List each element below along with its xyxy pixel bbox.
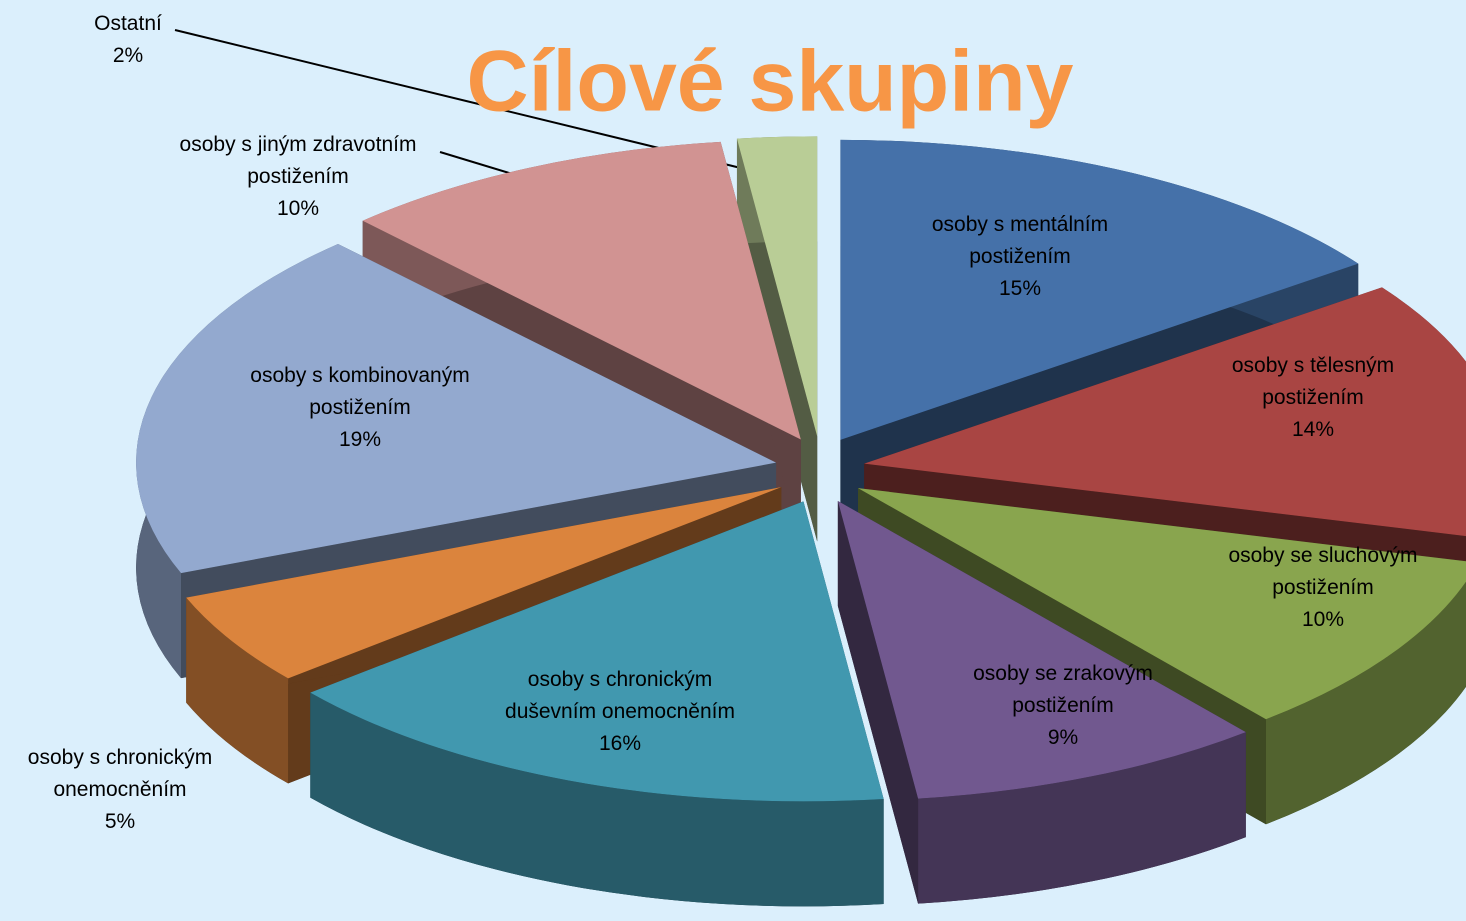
category-name: osoby s kombinovaným postižením	[250, 364, 470, 419]
slice-radial-side	[837, 500, 919, 904]
slice-outer-side	[918, 732, 1246, 904]
slice-label: osoby s tělesným postižením 14%	[1213, 350, 1413, 446]
slice-label: osoby s jiným zdravotním postižením 10%	[148, 129, 448, 225]
category-name: osoby s chronickým onemocněním	[27, 746, 213, 801]
slice	[840, 139, 1359, 440]
slice	[310, 501, 884, 802]
chart-title: Cílové skupiny	[466, 33, 1074, 130]
slice	[837, 500, 1246, 799]
slice	[136, 243, 777, 574]
slice-label: osoby s chronickým duševním onemocněním 1…	[480, 664, 760, 760]
value-label: 9%	[1047, 726, 1079, 749]
slice	[186, 487, 782, 679]
value-label: 19%	[338, 428, 382, 451]
slice	[864, 287, 1466, 537]
slice	[362, 141, 801, 440]
value-label: 5%	[104, 810, 136, 833]
category-name: osoby s chronickým duševním onemocněním	[505, 668, 735, 723]
category-name: osoby s jiným zdravotním postižením	[179, 133, 417, 188]
slice-label: Ostatní 2%	[68, 8, 188, 72]
slice-label: osoby s chronickým onemocněním 5%	[5, 742, 235, 838]
slice-label: osoby se sluchovým postižením 10%	[1208, 540, 1438, 636]
slice	[837, 500, 1246, 904]
slice	[310, 501, 884, 907]
slice-outer-side	[310, 692, 884, 907]
value-label: 2%	[112, 44, 144, 67]
value-label: 10%	[276, 197, 320, 220]
slice-label: osoby s mentálním postižením 15%	[905, 209, 1135, 305]
slice	[857, 488, 1466, 720]
slice-outer-side	[1265, 581, 1466, 825]
slice-label: osoby s kombinovaným postižením 19%	[225, 360, 495, 456]
category-name: osoby s tělesným postižením	[1231, 354, 1395, 409]
category-name: osoby se sluchovým postižením	[1228, 544, 1418, 599]
category-name: osoby se zrakovým postižením	[973, 662, 1153, 717]
slice	[736, 136, 818, 437]
category-name: Ostatní	[94, 12, 162, 35]
value-label: 14%	[1291, 418, 1335, 441]
category-name: osoby s mentálním postižením	[931, 213, 1109, 268]
value-label: 16%	[598, 732, 642, 755]
value-label: 10%	[1301, 608, 1345, 631]
slice-outer-side	[186, 597, 289, 784]
value-label: 15%	[998, 277, 1042, 300]
slice-label: osoby se zrakovým postižením 9%	[953, 658, 1173, 754]
